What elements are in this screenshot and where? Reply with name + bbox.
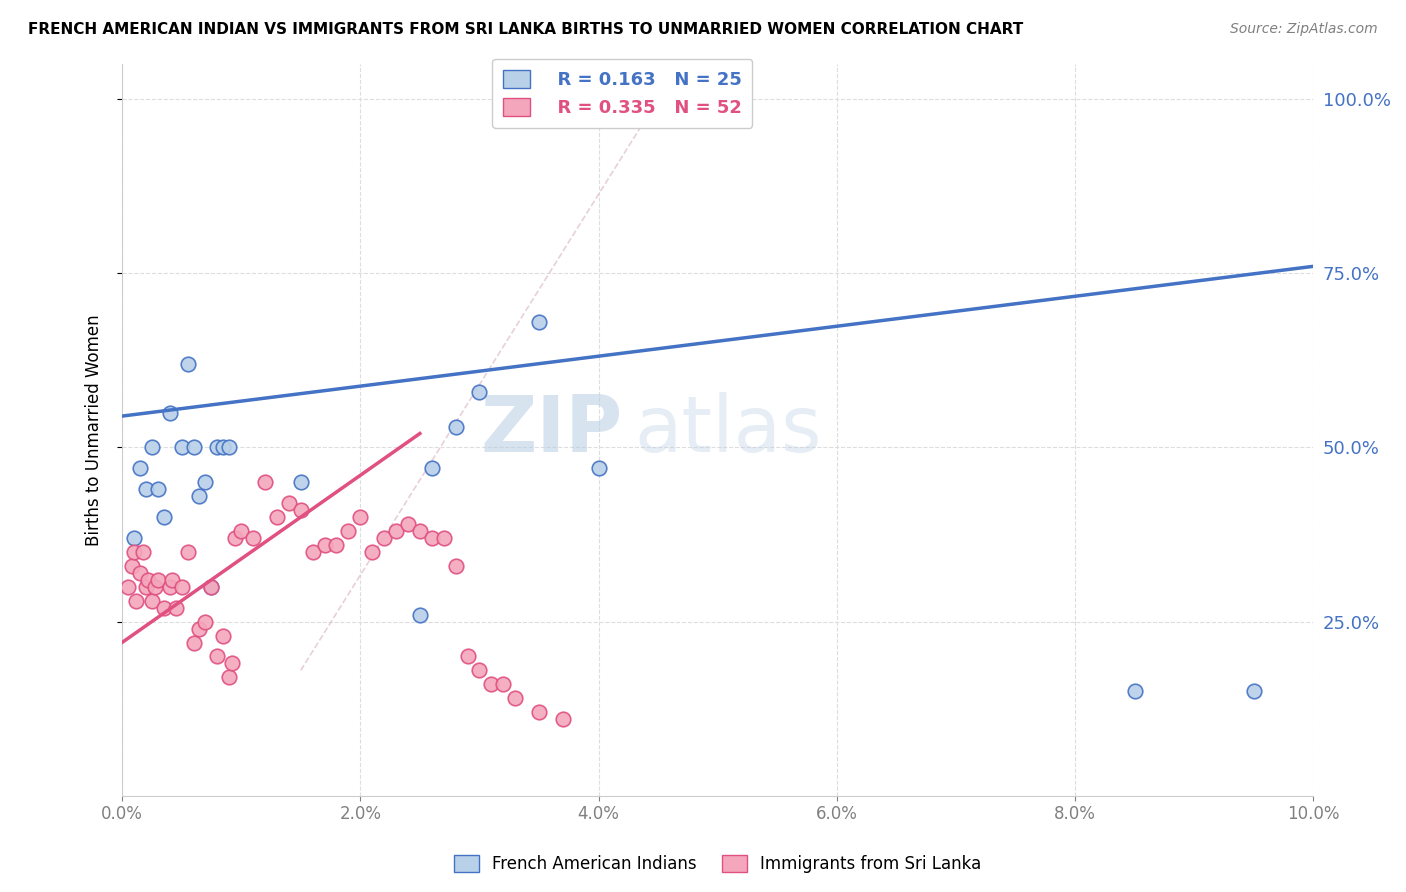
Point xyxy=(266,510,288,524)
Point xyxy=(277,496,299,510)
Point xyxy=(183,441,205,455)
Point xyxy=(170,580,193,594)
Point xyxy=(160,573,183,587)
Point xyxy=(231,524,253,538)
Point xyxy=(218,441,240,455)
Point xyxy=(588,461,610,475)
Point xyxy=(122,531,145,545)
Point xyxy=(420,531,443,545)
Point xyxy=(176,357,198,371)
Point xyxy=(129,461,152,475)
Point xyxy=(385,524,408,538)
Point xyxy=(135,482,157,496)
Point xyxy=(146,482,169,496)
Point xyxy=(152,600,174,615)
Point xyxy=(136,573,159,587)
Point xyxy=(212,441,235,455)
Point xyxy=(551,712,574,726)
Point xyxy=(290,503,312,517)
Point xyxy=(145,580,167,594)
Point xyxy=(325,538,347,552)
Text: atlas: atlas xyxy=(634,392,821,468)
Point xyxy=(1243,684,1265,698)
Point xyxy=(479,677,502,691)
Point xyxy=(200,580,222,594)
Point xyxy=(444,419,467,434)
Point xyxy=(457,649,479,664)
Point xyxy=(207,649,229,664)
Point xyxy=(468,384,491,399)
Point xyxy=(433,531,456,545)
Point xyxy=(152,510,174,524)
Point xyxy=(224,531,246,545)
Legend:   R = 0.163   N = 25,   R = 0.335   N = 52: R = 0.163 N = 25, R = 0.335 N = 52 xyxy=(492,59,752,128)
Point xyxy=(361,545,384,559)
Point xyxy=(159,580,181,594)
Point xyxy=(468,664,491,678)
Point xyxy=(221,657,243,671)
Point xyxy=(125,593,148,607)
Point xyxy=(242,531,264,545)
Point xyxy=(188,622,211,636)
Point xyxy=(141,593,163,607)
Point xyxy=(527,705,550,719)
Point xyxy=(188,489,211,503)
Point xyxy=(165,600,187,615)
Point xyxy=(117,580,139,594)
Point xyxy=(492,677,515,691)
Point xyxy=(159,406,181,420)
Point xyxy=(218,670,240,684)
Point xyxy=(1123,684,1146,698)
Text: Source: ZipAtlas.com: Source: ZipAtlas.com xyxy=(1230,22,1378,37)
Point xyxy=(527,315,550,329)
Point xyxy=(194,615,217,629)
Point xyxy=(200,580,222,594)
Point xyxy=(141,441,163,455)
Point xyxy=(129,566,152,580)
Point xyxy=(121,558,143,573)
Point xyxy=(409,607,432,622)
Point xyxy=(420,461,443,475)
Point xyxy=(183,635,205,649)
Point xyxy=(122,545,145,559)
Text: FRENCH AMERICAN INDIAN VS IMMIGRANTS FROM SRI LANKA BIRTHS TO UNMARRIED WOMEN CO: FRENCH AMERICAN INDIAN VS IMMIGRANTS FRO… xyxy=(28,22,1024,37)
Point xyxy=(207,441,229,455)
Point xyxy=(135,580,157,594)
Y-axis label: Births to Unmarried Women: Births to Unmarried Women xyxy=(86,314,103,546)
Point xyxy=(301,545,323,559)
Point xyxy=(444,558,467,573)
Point xyxy=(290,475,312,490)
Point xyxy=(212,628,235,642)
Point xyxy=(503,691,526,706)
Point xyxy=(409,524,432,538)
Point xyxy=(176,545,198,559)
Point xyxy=(253,475,276,490)
Point xyxy=(337,524,360,538)
Text: ZIP: ZIP xyxy=(479,392,623,468)
Point xyxy=(373,531,395,545)
Point xyxy=(170,441,193,455)
Point xyxy=(349,510,371,524)
Point xyxy=(132,545,155,559)
Point xyxy=(314,538,336,552)
Point xyxy=(194,475,217,490)
Point xyxy=(396,517,419,532)
Point xyxy=(146,573,169,587)
